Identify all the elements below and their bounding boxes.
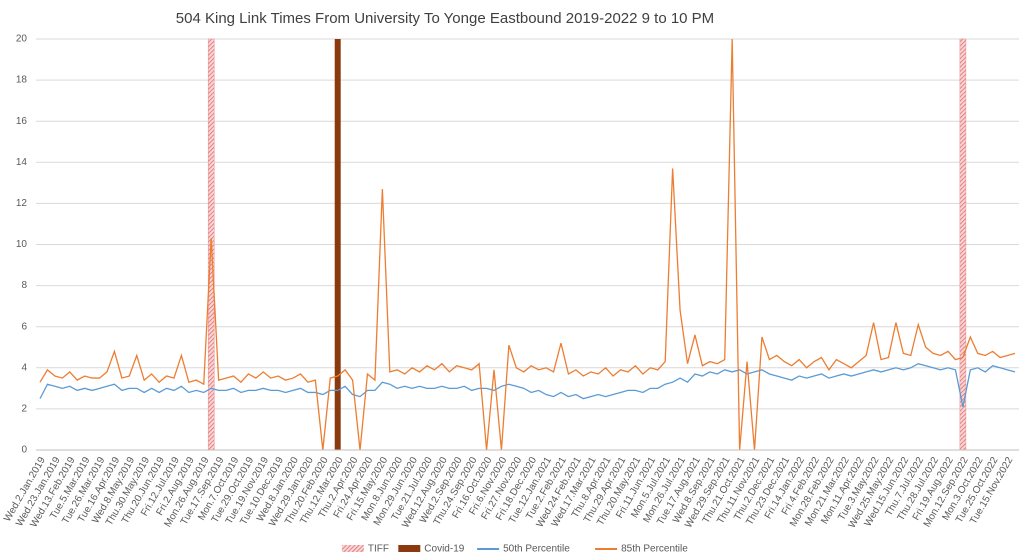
y-tick-label: 18 bbox=[16, 75, 28, 86]
y-tick-label: 12 bbox=[16, 198, 28, 209]
legend-swatch bbox=[398, 545, 421, 552]
series-line bbox=[39, 38, 1016, 451]
legend-swatch bbox=[341, 545, 364, 552]
series-line bbox=[39, 362, 1016, 407]
y-tick-label: 4 bbox=[21, 362, 27, 373]
legend-label: Covid-19 bbox=[424, 544, 464, 555]
chart-title: 504 King Link Times From University To Y… bbox=[176, 10, 714, 27]
y-tick-label: 14 bbox=[16, 157, 28, 168]
legend-label: TIFF bbox=[368, 544, 389, 555]
legend-label: 85th Percentile bbox=[621, 544, 688, 555]
y-tick-label: 10 bbox=[16, 239, 28, 250]
y-tick-label: 20 bbox=[16, 34, 28, 45]
y-tick-label: 16 bbox=[16, 116, 28, 127]
event-bar bbox=[959, 38, 967, 451]
event-bar bbox=[334, 39, 341, 450]
y-tick-label: 0 bbox=[21, 445, 27, 456]
legend-label: 50th Percentile bbox=[503, 544, 570, 555]
y-tick-label: 8 bbox=[21, 280, 27, 291]
y-tick-label: 2 bbox=[21, 404, 27, 415]
y-tick-label: 6 bbox=[21, 321, 27, 332]
